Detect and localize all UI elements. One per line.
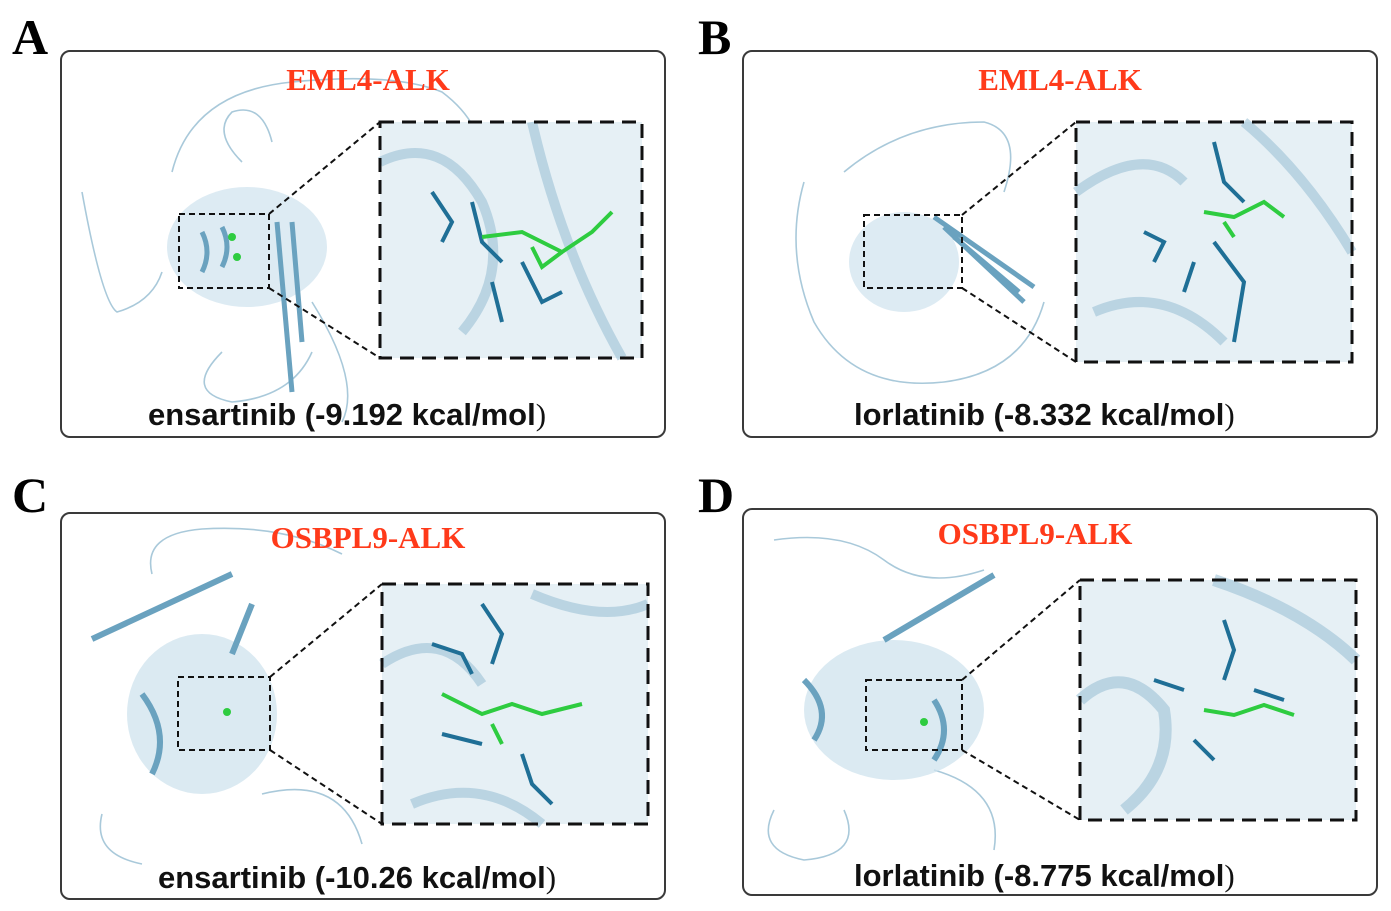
target-label-a: EML4-ALK xyxy=(286,62,450,97)
binding-energy-caption-a: ensartinib (-9.192 kcal/mol) xyxy=(148,399,546,430)
panel-b: EML4-ALK lorlatinib (-8.332 kcal/mol) xyxy=(742,50,1378,438)
close-paren-b: ) xyxy=(1224,397,1235,432)
panel-c: OSBPL9-ALK ensartinib (-10.26 kcal/mol) xyxy=(60,512,666,900)
drug-name-b: lorlatinib xyxy=(854,397,985,432)
target-label-b: EML4-ALK xyxy=(978,62,1142,97)
panel-letter-d: D xyxy=(698,467,735,523)
energy-value-d: (-8.775 kcal/mol xyxy=(993,858,1225,893)
binding-energy-caption-d: lorlatinib (-8.775 kcal/mol) xyxy=(854,860,1235,891)
close-paren-a: ) xyxy=(535,397,547,432)
energy-value-b: (-8.332 kcal/mol xyxy=(993,397,1225,432)
panel-d: OSBPL9-ALK lorlatinib (-8.775 kcal/mol) xyxy=(742,508,1378,896)
docking-illustration-a xyxy=(81,77,644,423)
close-paren-d: ) xyxy=(1224,858,1235,893)
docking-illustration-b xyxy=(795,118,1357,384)
panel-letter-b: B xyxy=(698,9,732,65)
panel-a: EML4-ALK ensartinib (-9.192 kcal/mol) xyxy=(60,50,666,438)
docking-illustration-d xyxy=(767,536,1361,861)
close-paren-c: ) xyxy=(545,860,557,895)
drug-name-c: ensartinib xyxy=(158,860,307,895)
energy-value-a: (-9.192 kcal/mol xyxy=(304,397,536,432)
target-label-c: OSBPL9-ALK xyxy=(270,520,466,555)
target-label-d: OSBPL9-ALK xyxy=(937,516,1133,551)
energy-value-c: (-10.26 kcal/mol xyxy=(314,860,546,895)
docking-illustration-c xyxy=(90,527,650,865)
binding-energy-caption-b: lorlatinib (-8.332 kcal/mol) xyxy=(854,399,1235,430)
panel-letter-a: A xyxy=(12,9,49,65)
panel-letter-c: C xyxy=(12,467,49,523)
drug-name-a: ensartinib xyxy=(148,397,297,432)
drug-name-d: lorlatinib xyxy=(854,858,985,893)
binding-energy-caption-c: ensartinib (-10.26 kcal/mol) xyxy=(158,862,556,893)
